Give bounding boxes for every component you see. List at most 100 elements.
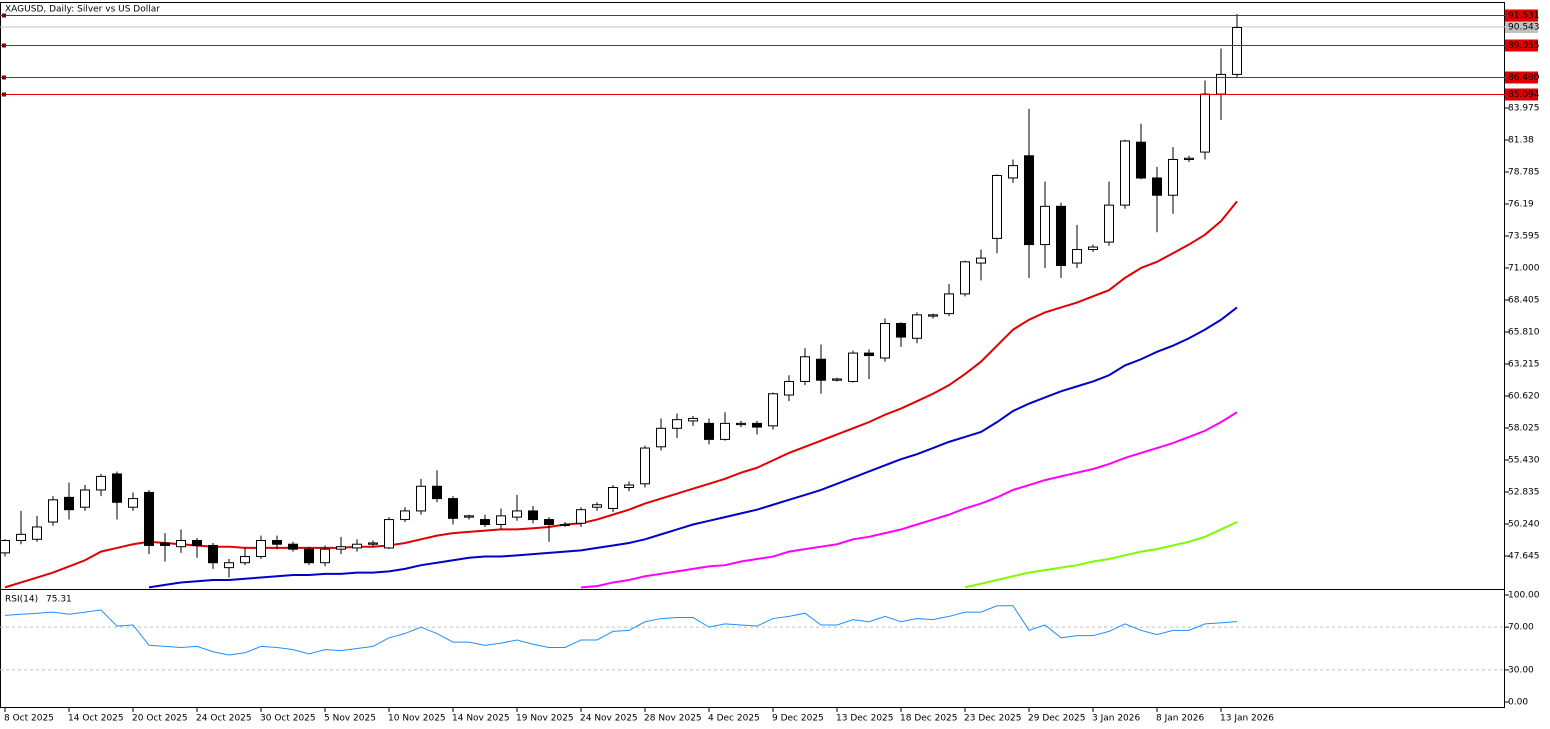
level-anchor [2, 75, 6, 80]
x-tick-label: 29 Dec 2025 [1028, 714, 1086, 724]
candle-body [768, 393, 778, 427]
candle-body [912, 314, 922, 339]
candle-body [880, 322, 890, 359]
y-tick-label: 55.430 [1508, 455, 1540, 465]
candle-body [736, 422, 746, 426]
candle-body [1104, 204, 1114, 243]
candle-body [368, 542, 378, 545]
level-box [1505, 88, 1538, 101]
candle-body [32, 526, 42, 540]
candle-body [960, 261, 970, 295]
level-box [1505, 71, 1538, 84]
x-tick-label: 24 Nov 2025 [580, 714, 638, 724]
candle-body [1168, 158, 1178, 196]
candle-body [800, 356, 810, 382]
candle-body [1152, 177, 1162, 196]
x-tick-label: 30 Oct 2025 [260, 714, 316, 724]
candle-body [672, 419, 682, 429]
x-tick-label: 18 Dec 2025 [900, 714, 958, 724]
candle-body [1184, 157, 1194, 160]
candle-body [208, 544, 218, 564]
candle-body [1200, 93, 1210, 153]
x-tick-label: 8 Oct 2025 [4, 714, 54, 724]
y-tick-label: 50.240 [1508, 519, 1540, 529]
candle-body [448, 498, 458, 519]
candle-body [240, 556, 250, 564]
moving-average [580, 411, 1238, 589]
candle-body [656, 427, 666, 448]
candle-body [336, 546, 346, 550]
candle-body [384, 519, 394, 549]
x-tick-label: 13 Dec 2025 [836, 714, 894, 724]
candle-body [256, 540, 266, 558]
level-anchor [2, 43, 6, 48]
y-tick-label: 100.00 [1508, 591, 1540, 601]
x-tick-label: 4 Dec 2025 [708, 714, 760, 724]
y-tick-label: 65.810 [1508, 327, 1540, 337]
candle-body [224, 562, 234, 569]
candle-body [528, 510, 538, 521]
level-label: 85.094 [1508, 90, 1540, 100]
candle-body [192, 540, 202, 546]
y-tick-label: 30.00 [1508, 665, 1534, 675]
candle-body [80, 489, 90, 508]
candle-body [416, 485, 426, 512]
plot-frame [0, 2, 1505, 708]
candle-body [832, 378, 842, 381]
rsi-line [4, 605, 1238, 656]
level-box [1505, 9, 1538, 22]
x-tick-label: 28 Nov 2025 [644, 714, 702, 724]
y-tick-label: 68.405 [1508, 295, 1540, 305]
candle-body [720, 422, 730, 440]
candle-body [560, 523, 570, 526]
candle-body [1040, 205, 1050, 246]
candle-body [288, 543, 298, 550]
candle-body [128, 498, 138, 508]
x-tick-label: 5 Nov 2025 [324, 714, 376, 724]
candle-body [848, 352, 858, 382]
candle-body [64, 496, 74, 511]
x-tick-label: 14 Oct 2025 [68, 714, 124, 724]
candle-body [896, 322, 906, 338]
candle-body [576, 509, 586, 524]
x-tick-label: 10 Nov 2025 [388, 714, 446, 724]
candle-body [304, 548, 314, 564]
y-tick-label: 73.595 [1508, 231, 1540, 241]
level-anchor [2, 92, 6, 97]
x-tick-label: 19 Nov 2025 [516, 714, 574, 724]
candle-body [1088, 246, 1098, 250]
y-tick-label: 81.38 [1508, 135, 1534, 145]
y-tick-label: 0.00 [1508, 698, 1528, 708]
y-tick-label: 83.975 [1508, 103, 1540, 113]
y-tick-label: 58.025 [1508, 423, 1540, 433]
candle-body [352, 543, 362, 549]
y-tick-label: 78.785 [1508, 167, 1540, 177]
candle-body [432, 485, 442, 500]
candle-body [1024, 155, 1034, 246]
x-tick-label: 24 Oct 2025 [196, 714, 252, 724]
y-tick-label: 60.620 [1508, 391, 1540, 401]
y-tick-label: 70.00 [1508, 623, 1534, 633]
candle-body [544, 519, 554, 525]
x-tick-label: 23 Dec 2025 [964, 714, 1022, 724]
y-tick-label: 47.645 [1508, 551, 1540, 561]
y-tick-label: 52.835 [1508, 487, 1540, 497]
candle-body [752, 422, 762, 428]
level-box [1505, 39, 1538, 52]
x-tick-label: 13 Jan 2026 [1220, 714, 1274, 724]
x-tick-label: 20 Oct 2025 [132, 714, 188, 724]
candle-body [144, 491, 154, 546]
x-tick-label: 8 Jan 2026 [1156, 714, 1204, 724]
candle-body [16, 533, 26, 542]
candle-body [864, 352, 874, 357]
candle-body [928, 314, 938, 317]
x-tick-label: 14 Nov 2025 [452, 714, 510, 724]
y-tick-label: 76.19 [1508, 199, 1534, 209]
candle-body [1120, 140, 1130, 206]
candle-body [608, 486, 618, 509]
candle-body [320, 548, 330, 564]
candle-body [688, 417, 698, 422]
candle-body [784, 380, 794, 396]
rsi-value: 75.31 [46, 595, 72, 605]
